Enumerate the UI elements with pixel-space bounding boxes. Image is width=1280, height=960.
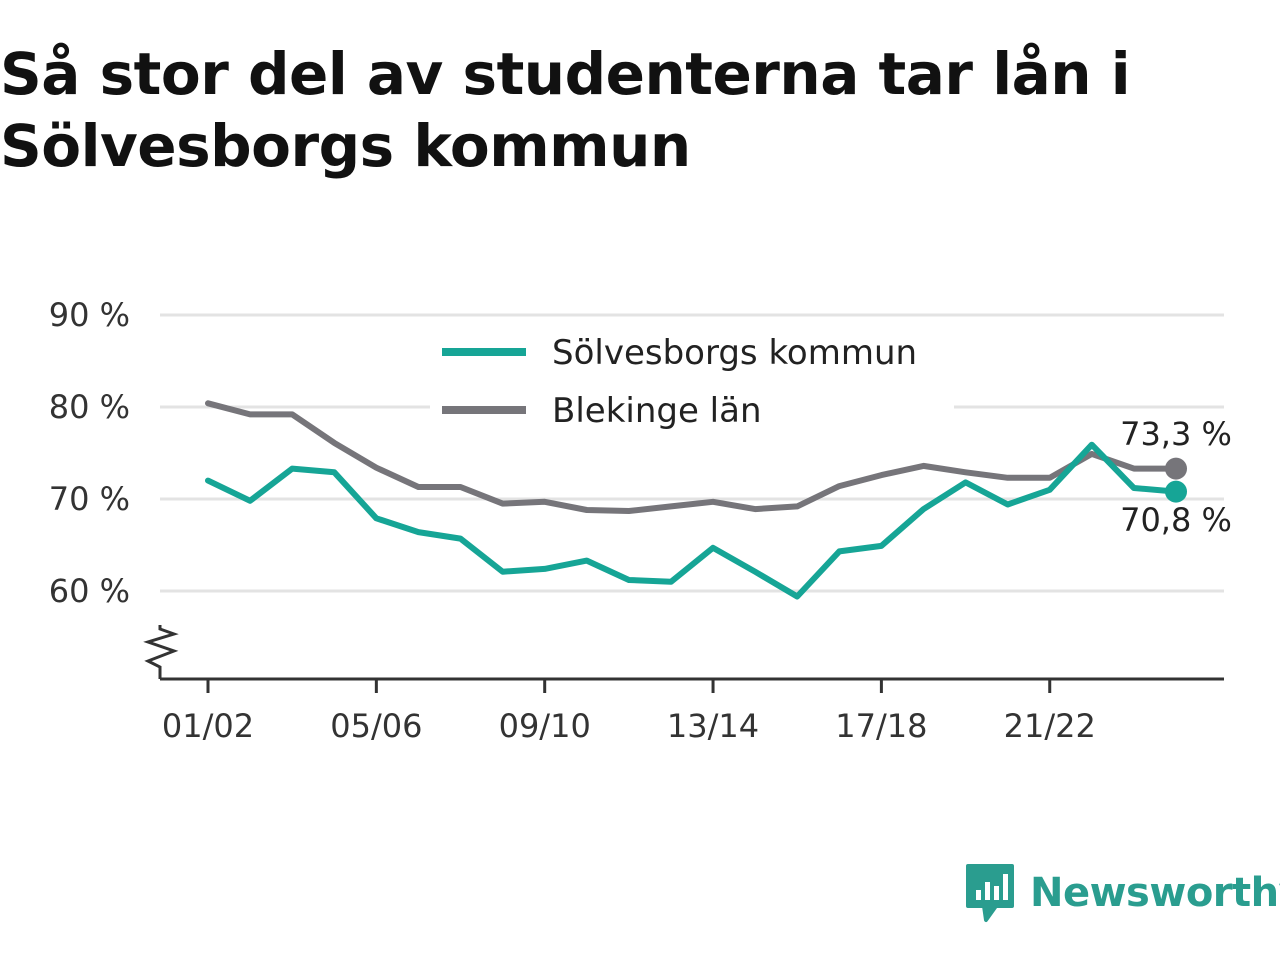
end-value-label: 73,3 % bbox=[1120, 415, 1232, 453]
axes bbox=[143, 625, 1224, 681]
newsworthy-logo-icon bbox=[966, 864, 1014, 922]
series-line-solvesborgs-kommun bbox=[205, 441, 1179, 600]
y-tick-label: 90 % bbox=[49, 296, 130, 334]
x-tick-label: 09/10 bbox=[499, 707, 591, 745]
end-marker bbox=[1165, 480, 1187, 503]
x-tick-label: 13/14 bbox=[667, 707, 759, 745]
x-axis-ticks: 01/02 05/06 09/10 13/14 17/18 21/22 bbox=[162, 679, 1096, 745]
y-tick-label: 60 % bbox=[49, 572, 130, 610]
end-marker bbox=[1165, 457, 1187, 480]
end-value-label: 70,8 % bbox=[1120, 501, 1232, 539]
series-line-blekinge-lan bbox=[205, 400, 1179, 514]
legend-backdrop bbox=[430, 328, 954, 436]
y-axis-ticks: 60 % 70 % 80 % 90 % bbox=[49, 296, 130, 610]
y-axis-break bbox=[143, 625, 179, 679]
newsworthy-logo: Newsworthy bbox=[964, 862, 1280, 924]
x-tick-label: 17/18 bbox=[835, 707, 927, 745]
legend-label: Blekinge län bbox=[552, 391, 762, 431]
series-end-markers: 73,3 % 70,8 % bbox=[1120, 415, 1232, 539]
legend: Sölvesborgs kommun Blekinge län bbox=[430, 328, 954, 436]
x-tick-label: 05/06 bbox=[330, 707, 422, 745]
y-tick-label: 80 % bbox=[49, 388, 130, 426]
brand-name: Newsworthy bbox=[1030, 870, 1280, 916]
y-tick-label: 70 % bbox=[49, 480, 130, 518]
chart-title: Så stor del av studenterna tar lån i Söl… bbox=[0, 40, 1131, 180]
x-tick-label: 21/22 bbox=[1004, 707, 1096, 745]
legend-label: Sölvesborgs kommun bbox=[552, 333, 917, 373]
x-tick-label: 01/02 bbox=[162, 707, 254, 745]
series-lines bbox=[205, 400, 1179, 600]
